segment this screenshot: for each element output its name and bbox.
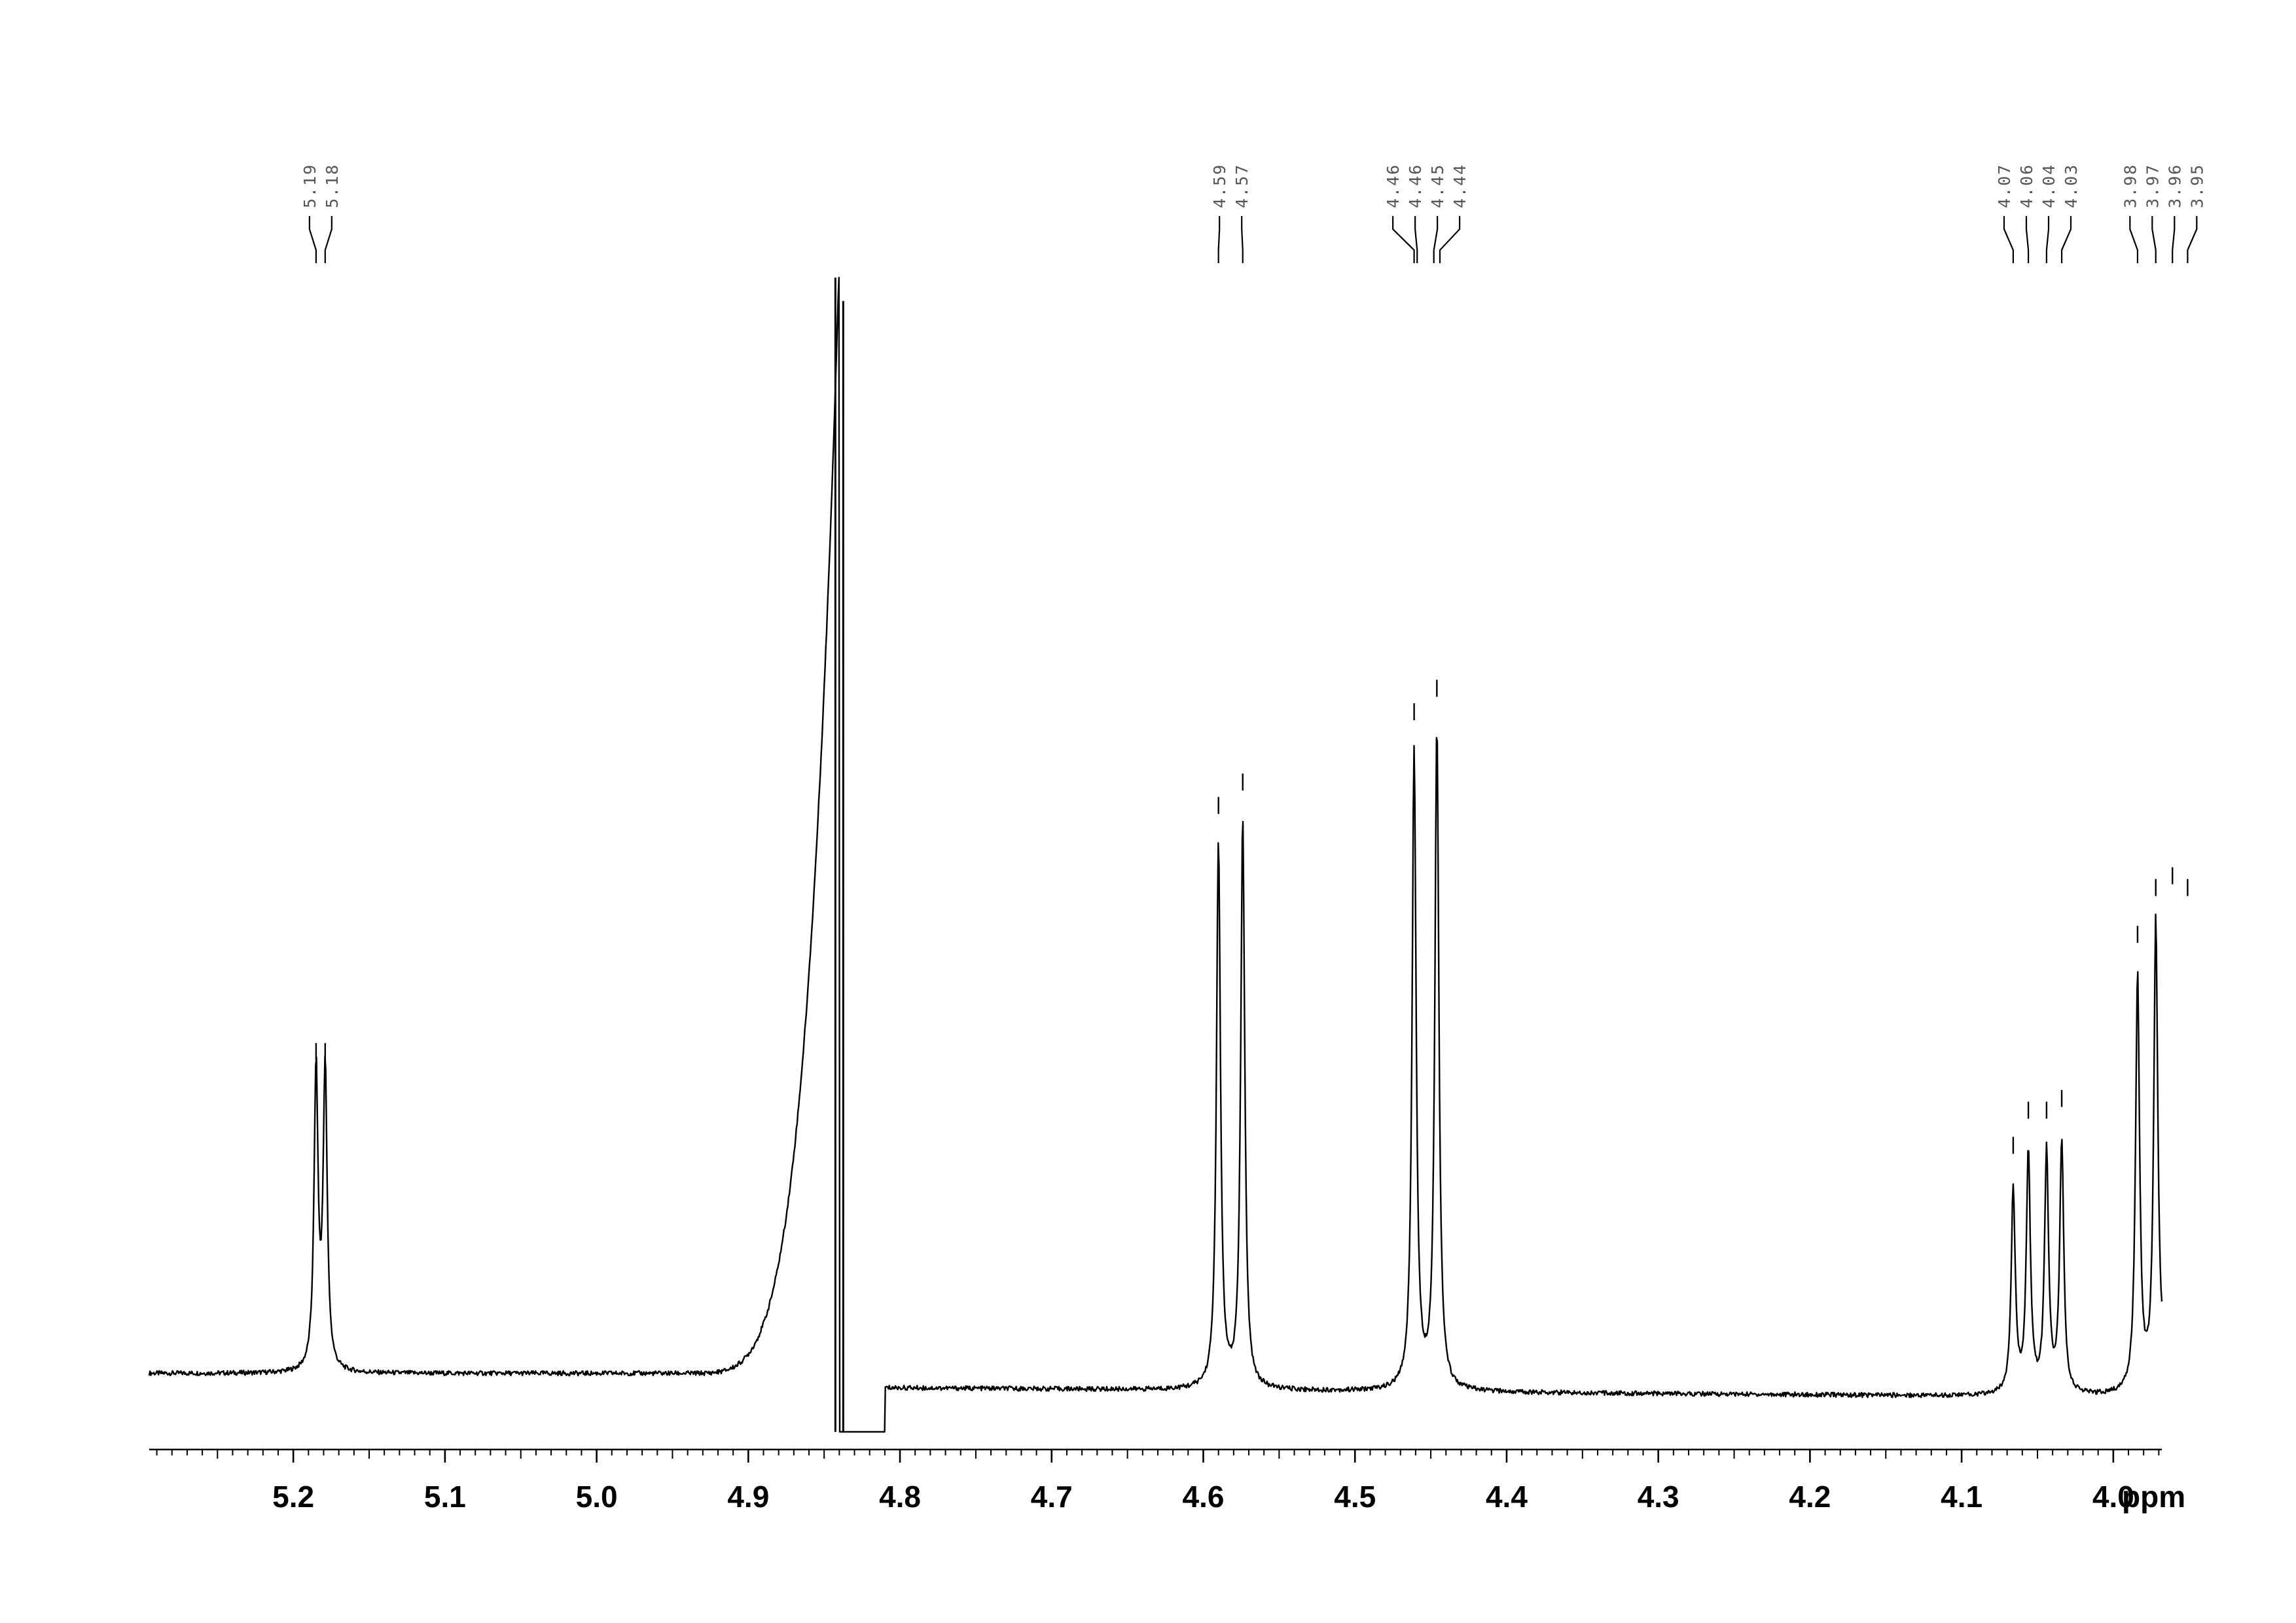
x-tick-label: 4.3 bbox=[1638, 1480, 1679, 1514]
peak-label: 4.46 bbox=[1384, 164, 1403, 208]
peak-label: 5.18 bbox=[323, 164, 342, 208]
peak-label-connector bbox=[2003, 216, 2015, 263]
peak-label: 4.07 bbox=[1995, 164, 2014, 208]
peak-label: 4.06 bbox=[2017, 164, 2036, 208]
peak-label-connector bbox=[2187, 216, 2198, 263]
peak-label: 4.59 bbox=[1210, 164, 1229, 208]
peak-label-connector-group bbox=[308, 216, 2198, 263]
peak-label-connector bbox=[2025, 216, 2030, 263]
x-tick-label: 4.0 bbox=[2092, 1480, 2134, 1514]
peak-marker-group bbox=[315, 680, 2189, 1154]
x-tick-label: 4.8 bbox=[879, 1480, 921, 1514]
peak-label-group: 5.19 5.18 4.59 4.57 4.46 4.46 4.45 4.44 4.07 4.06… bbox=[300, 164, 2206, 208]
peak-label-connector bbox=[1241, 216, 1244, 263]
peak-label-connector bbox=[2060, 216, 2072, 263]
x-tick-label: 4.6 bbox=[1183, 1480, 1225, 1514]
peak-label: 4.46 bbox=[1406, 164, 1425, 208]
peak-label: 3.98 bbox=[2121, 164, 2140, 208]
peak-label: 4.03 bbox=[2062, 164, 2081, 208]
x-axis-unit-label: ppm bbox=[2122, 1480, 2185, 1514]
x-tick-label: 4.7 bbox=[1031, 1480, 1073, 1514]
x-tick-label: 4.1 bbox=[1941, 1480, 1982, 1514]
peak-label: 3.97 bbox=[2143, 164, 2162, 208]
peak-label-connector bbox=[1433, 216, 1439, 263]
peak-label-connector bbox=[308, 216, 317, 263]
peak-label: 4.45 bbox=[1428, 164, 1447, 208]
peak-label: 3.96 bbox=[2165, 164, 2184, 208]
peak-label: 4.04 bbox=[2039, 164, 2058, 208]
x-tick-label: 5.2 bbox=[272, 1480, 314, 1514]
peak-label-connector bbox=[2151, 216, 2157, 263]
peak-label-connector bbox=[1414, 216, 1418, 263]
peak-label-connector bbox=[2045, 216, 2050, 263]
x-tick-label: 4.4 bbox=[1486, 1480, 1528, 1514]
x-tick-label: 4.9 bbox=[727, 1480, 769, 1514]
peak-label-connector bbox=[2172, 216, 2176, 263]
spectrum-trace-group bbox=[148, 276, 2163, 1433]
peak-label: 5.19 bbox=[300, 164, 319, 208]
peak-label-connector bbox=[2129, 216, 2139, 263]
peak-label-connector bbox=[1217, 216, 1221, 263]
peak-label: 4.57 bbox=[1232, 164, 1251, 208]
x-tick-label: 4.5 bbox=[1334, 1480, 1376, 1514]
peak-label: 4.44 bbox=[1450, 164, 1469, 208]
spectrum-trace bbox=[148, 276, 2163, 1433]
peak-label-connector bbox=[1439, 216, 1461, 263]
peak-label-connector bbox=[1392, 216, 1415, 263]
x-tick-label: 5.0 bbox=[576, 1480, 618, 1514]
x-axis: 5.2 5.1 5.0 4.9 4.8 4.7 4.6 4.5 4.4 4.3 4.2 4.1 4.0 bbox=[149, 1448, 2162, 1514]
x-tick-label: 4.2 bbox=[1789, 1480, 1831, 1514]
peak-label: 3.95 bbox=[2187, 164, 2206, 208]
x-tick-label: 5.1 bbox=[424, 1480, 466, 1514]
peak-label-connector bbox=[324, 216, 332, 263]
